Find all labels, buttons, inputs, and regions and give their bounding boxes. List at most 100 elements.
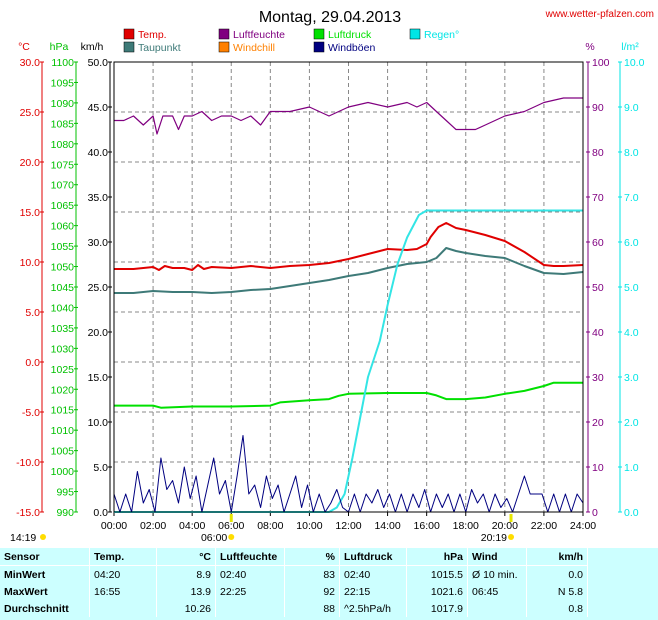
stats-hum-time: 22:25 [215,583,285,600]
stats-header-row: Sensor Temp. °C Luftfeuchte % Luftdruck … [0,548,588,566]
x-tick-label: 00:00 [101,520,127,532]
legend-swatch-humidity [218,28,230,40]
series-line-temp [114,222,584,271]
stats-press-value: 1017.9 [406,600,468,617]
stats-hum-value: 92 [284,583,340,600]
series-line-dew [114,247,584,294]
y-tick-label-rain: 5.0 [624,282,639,294]
x-tick-label: 16:00 [414,520,440,532]
y-tick-label-pressure: 1030 [51,343,75,355]
stats-wind-time: Ø 10 min. [467,565,527,583]
y-tick-label-rain: 7.0 [624,192,639,204]
stats-press-value: 1015.5 [406,565,468,583]
y-tick-label-wind: 15.0 [88,372,109,384]
y-tick-label-rain: 8.0 [624,147,639,159]
y-tick-label-pressure: 1075 [51,159,75,171]
legend-label-windchill: Windchill [233,42,275,54]
legend-swatch-pressure [313,28,325,40]
y-tick-label-pressure: 1010 [51,425,75,437]
statistics-table: Sensor Temp. °C Luftfeuchte % Luftdruck … [0,548,588,617]
chart-title: Montag, 29.04.2013 [259,9,401,26]
y-tick-label-pressure: 1095 [51,77,75,89]
stats-row-max: MaxWert 16:55 13.9 22:25 92 22:15 1021.6… [0,583,588,600]
chart-axes: 00:00 02:00 04:00 06:00 08:00 10:00 12:00 14:00… [16,41,645,532]
y-tick-label-rain: 6.0 [624,237,639,249]
y-tick-label-humidity: 80 [592,147,604,159]
y-tick-label-rain: 2.0 [624,417,639,429]
y-tick-label-wind: 50.0 [88,57,109,69]
x-tick-label: 14:00 [374,520,400,532]
y-axis-unit-pressure: hPa [50,41,69,53]
sunrise-label: 06:00 [201,532,227,544]
y-axis-unit-wind: km/h [81,41,104,53]
legend-swatch-gust [313,41,325,53]
stats-temp-value: 8.9 [156,565,216,583]
y-tick-label-wind: 40.0 [88,147,109,159]
x-tick-label: 22:00 [531,520,557,532]
y-tick-label-wind: 25.0 [88,282,109,294]
y-tick-label-pressure: 1050 [51,262,75,274]
stats-wind-value: 0.0 [526,565,588,583]
y-tick-label-humidity: 70 [592,192,604,204]
x-tick-label: 18:00 [453,520,479,532]
y-tick-label-wind: 0.0 [93,507,108,519]
y-tick-label-wind: 10.0 [88,417,109,429]
y-tick-label-temp: 10.0 [20,257,41,269]
stats-wind-time: 06:45 [467,583,527,600]
legend-swatch-temp [123,28,135,40]
y-tick-label-temp: 0.0 [25,357,40,369]
legend-label-temp: Temp. [138,29,167,41]
x-tick-label: 24:00 [570,520,596,532]
y-tick-label-pressure: 1000 [51,466,75,478]
stats-hum-time [215,600,285,617]
x-tick-label: 02:00 [140,520,166,532]
chart-grid [114,62,583,512]
y-tick-label-rain: 10.0 [624,57,645,69]
sunset-label: 20:19 [481,532,507,544]
stats-header-wind-unit: km/h [526,548,588,566]
y-axis-unit-rain: l/m² [621,41,639,53]
y-tick-label-temp: 20.0 [20,157,41,169]
stats-temp-time: 04:20 [89,565,157,583]
stats-row-label: MinWert [0,565,90,583]
stats-press-time: 22:15 [339,583,407,600]
stats-temp-value: 13.9 [156,583,216,600]
y-tick-label-temp: -5.0 [22,407,40,419]
y-tick-label-humidity: 90 [592,102,604,114]
stats-header-press-unit: hPa [406,548,468,566]
y-axis-unit-humidity: % [585,41,594,53]
y-tick-label-temp: 15.0 [20,207,41,219]
plot-frame [113,61,584,513]
stats-temp-time: 16:55 [89,583,157,600]
series-line-rain [114,209,583,513]
stats-wind-value: 0.8 [526,600,588,617]
legend-label-humidity: Luftfeuchte [233,29,285,41]
x-tick-label: 06:00 [218,520,244,532]
y-tick-label-pressure: 1040 [51,302,75,314]
stats-temp-time [89,600,157,617]
y-tick-label-pressure: 1045 [51,282,75,294]
legend-swatch-windchill [218,41,230,53]
y-tick-label-humidity: 100 [592,57,610,69]
y-tick-label-wind: 5.0 [93,462,108,474]
chart-series [113,97,584,513]
sun-markers: 14:19 06:00 20:19 [10,514,515,544]
legend-swatch-rain [409,28,421,40]
stats-row-min: MinWert 04:20 8.9 02:40 83 02:40 1015.5 … [0,565,588,583]
y-tick-label-pressure: 1055 [51,241,75,253]
series-line-humidity [114,97,583,135]
site-url: www.wetter-pfalzen.com [545,9,654,20]
y-tick-label-rain: 4.0 [624,327,639,339]
y-tick-label-pressure: 1020 [51,384,75,396]
y-tick-label-rain: 3.0 [624,372,639,384]
x-tick-label: 08:00 [257,520,283,532]
y-tick-label-wind: 35.0 [88,192,109,204]
y-tick-label-rain: 9.0 [624,102,639,114]
x-tick-label: 10:00 [296,520,322,532]
y-tick-label-pressure: 1035 [51,323,75,335]
series-line-pressure [114,381,583,409]
stats-press-time: ^2.5hPa/h [339,600,407,617]
y-tick-label-pressure: 995 [56,487,74,499]
y-tick-label-temp: 25.0 [20,107,41,119]
